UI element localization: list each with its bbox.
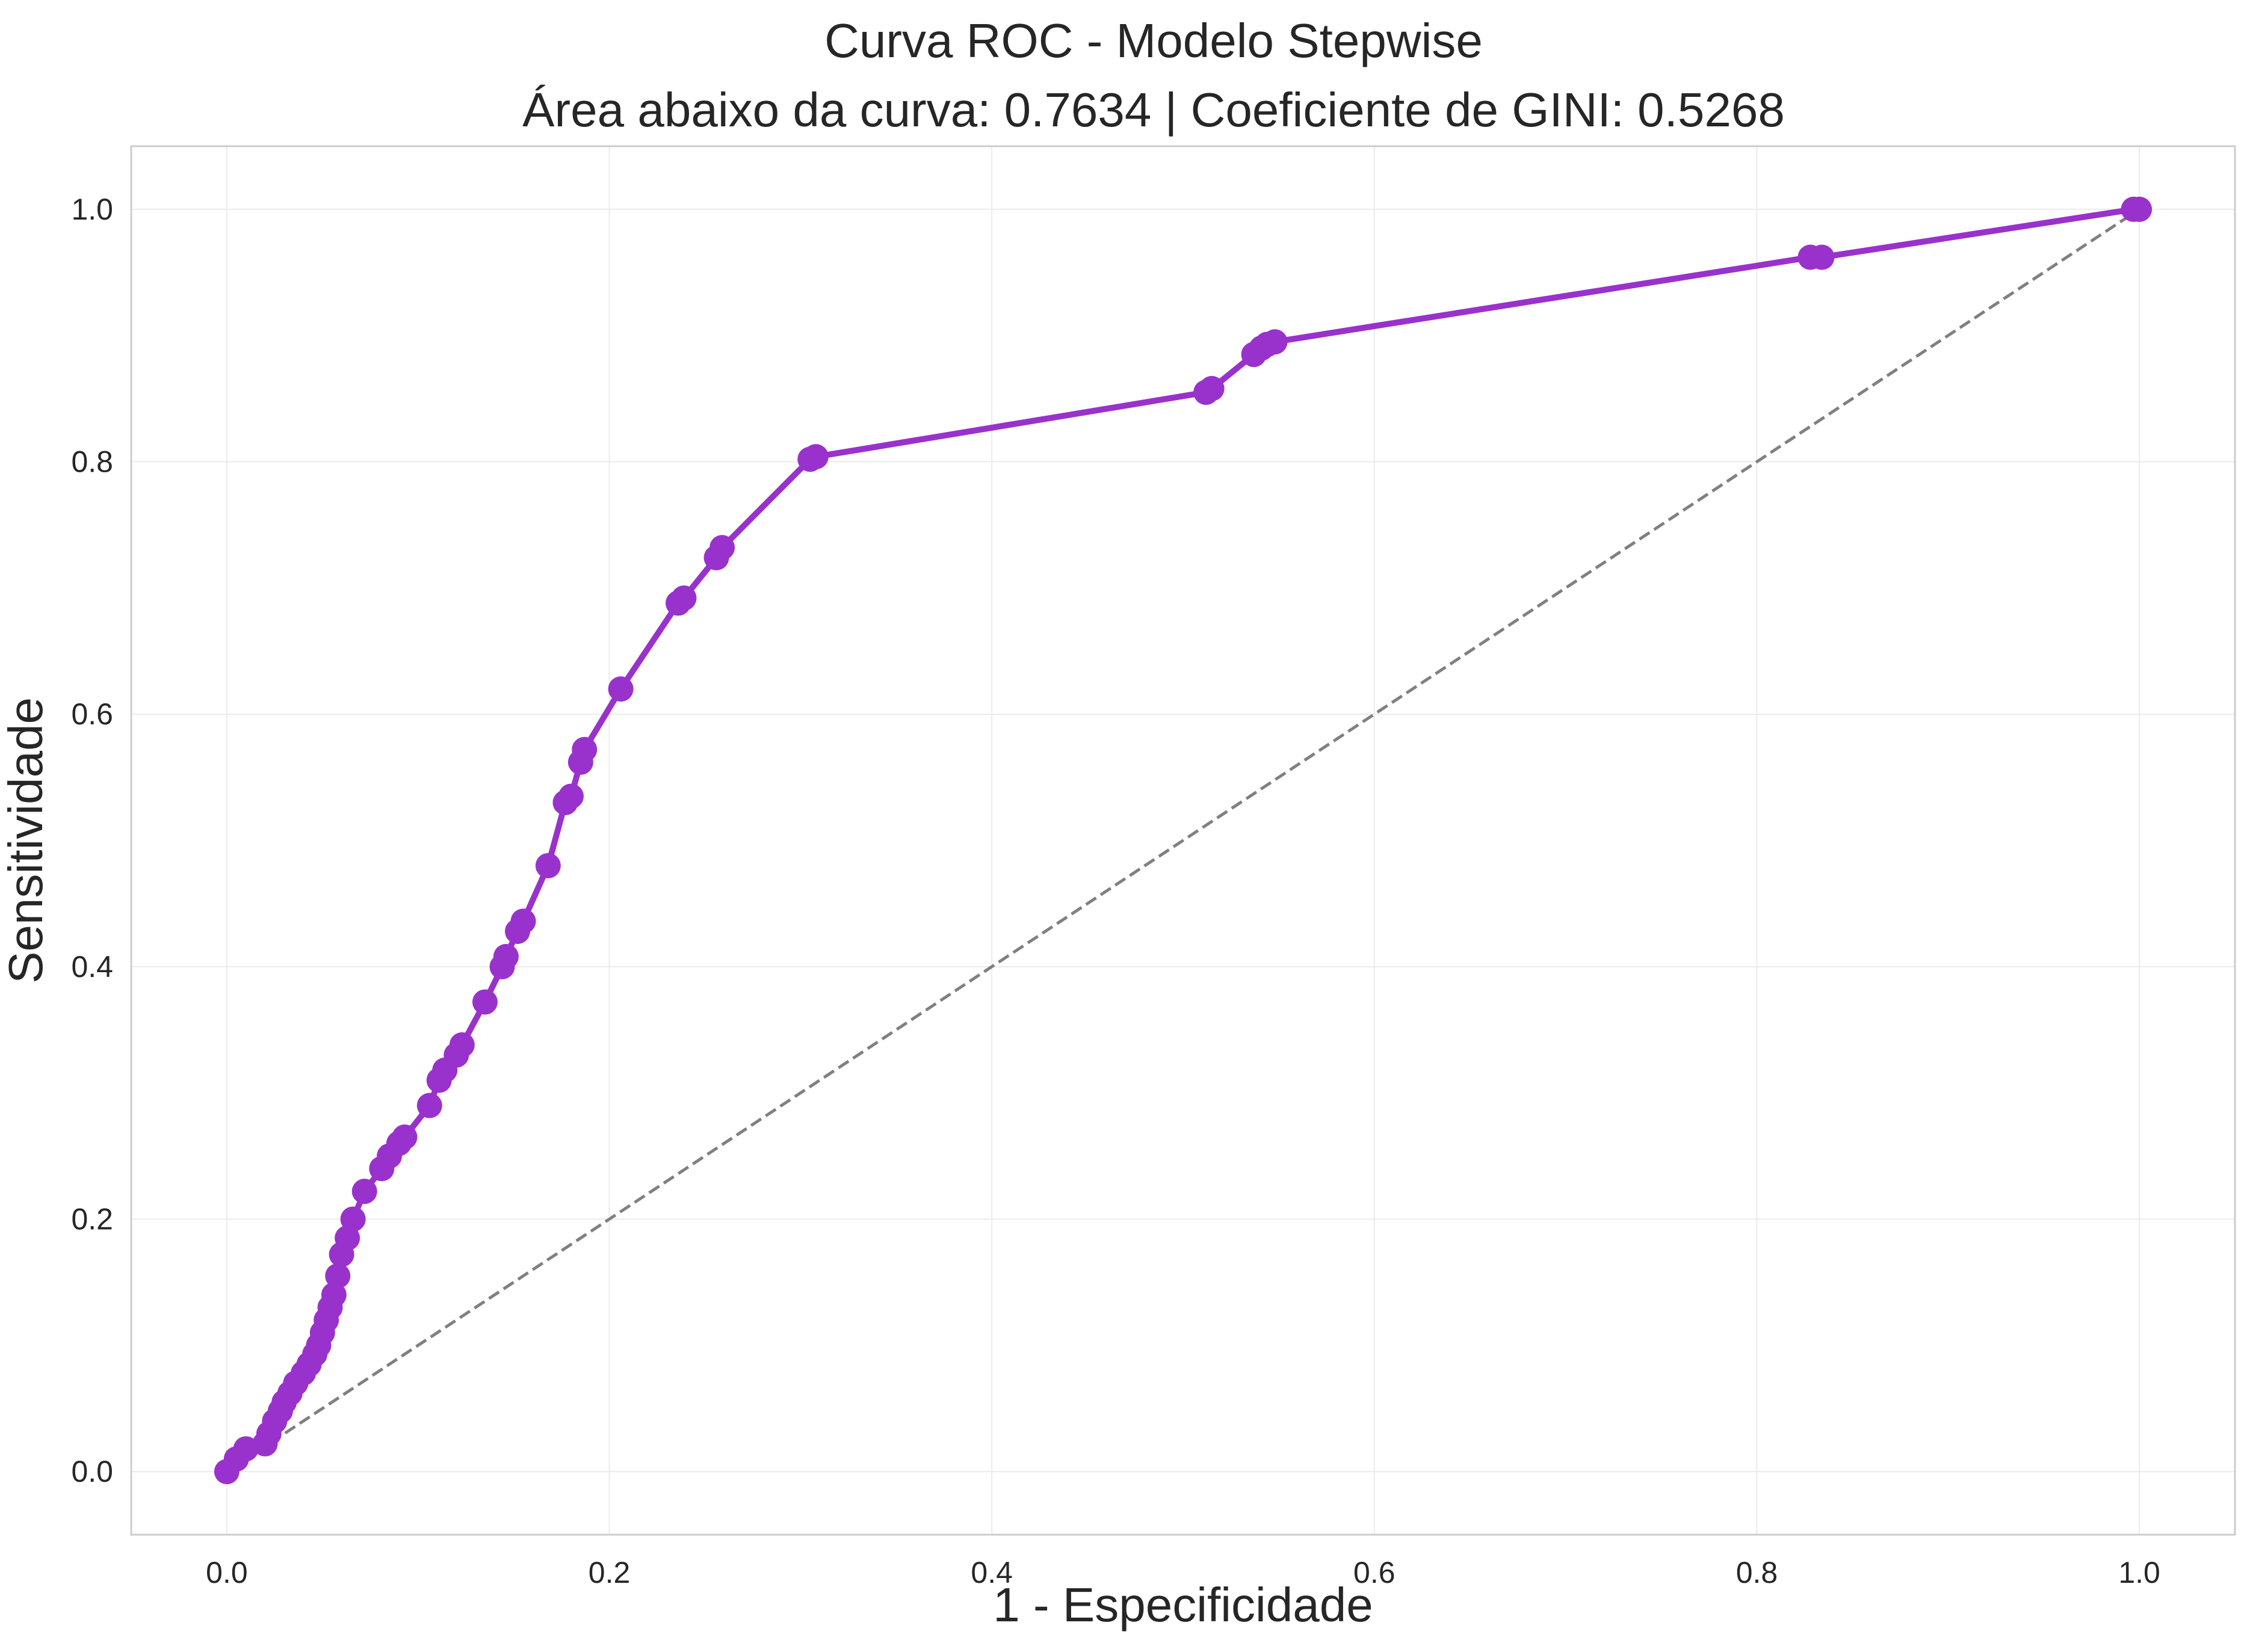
roc-point (392, 1124, 418, 1150)
roc-point (572, 736, 598, 762)
roc-point (2127, 196, 2153, 222)
y-tick-label: 0.2 (71, 1202, 113, 1236)
roc-point (709, 535, 735, 561)
roc-point (558, 783, 584, 809)
roc-point (1199, 375, 1225, 401)
roc-point (608, 676, 634, 702)
y-tick-label: 0.6 (71, 697, 113, 731)
roc-point (671, 585, 697, 611)
x-axis-label: 1 - Especificidade (993, 1578, 1373, 1632)
roc-point (472, 989, 498, 1015)
x-tick-label: 0.0 (206, 1556, 248, 1589)
x-axis-ticks: 0.0 0.2 0.4 0.6 0.8 1.0 (206, 1556, 2160, 1589)
plot-frame (130, 145, 2236, 1536)
roc-point (510, 908, 536, 934)
y-axis-ticks: 0.0 0.2 0.4 0.6 0.8 1.0 (71, 193, 113, 1488)
roc-point (493, 944, 519, 970)
x-tick-label: 0.6 (1353, 1556, 1395, 1589)
reference-diagonal-line (226, 208, 2140, 1473)
roc-markers (214, 196, 2153, 1485)
reference-diagonal (226, 208, 2140, 1473)
roc-point (1262, 329, 1288, 355)
x-tick-label: 0.2 (589, 1556, 631, 1589)
y-tick-label: 0.8 (71, 445, 113, 479)
x-tick-label: 0.4 (971, 1556, 1013, 1589)
roc-point (340, 1206, 366, 1232)
roc-point (416, 1093, 442, 1118)
roc-point (321, 1282, 347, 1308)
roc-point (351, 1179, 377, 1204)
x-tick-label: 0.8 (1736, 1556, 1778, 1589)
roc-point (1809, 244, 1835, 270)
y-tick-label: 0.4 (71, 950, 113, 984)
roc-point (233, 1436, 259, 1462)
roc-point (535, 852, 561, 878)
roc-point (325, 1263, 351, 1289)
y-tick-label: 1.0 (71, 193, 113, 226)
y-tick-label: 0.0 (71, 1455, 113, 1488)
x-tick-label: 1.0 (2118, 1556, 2160, 1589)
roc-point (449, 1032, 475, 1058)
grid (131, 146, 2235, 1535)
roc-point (803, 444, 829, 470)
chart-title: Curva ROC - Modelo Stepwise (824, 14, 1483, 67)
chart-subtitle: Área abaixo da curva: 0.7634 | Coeficien… (522, 83, 1785, 137)
y-axis-label: Sensitividade (0, 697, 52, 984)
